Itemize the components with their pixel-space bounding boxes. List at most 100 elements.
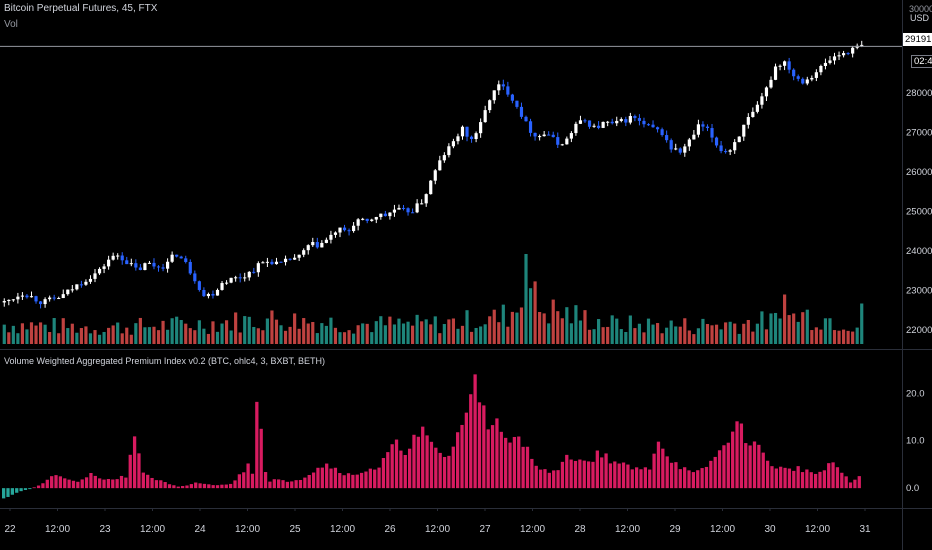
volume-bar xyxy=(678,326,682,344)
time-tick-label: 12:00 xyxy=(805,524,830,535)
volume-bar xyxy=(624,332,628,344)
volume-bar xyxy=(501,304,505,344)
volume-bar xyxy=(696,328,700,344)
volume-bar xyxy=(179,320,183,344)
candle-body xyxy=(665,135,669,141)
candle-body xyxy=(438,160,442,171)
volume-bar xyxy=(302,318,306,344)
candle-body xyxy=(29,296,34,298)
premium-bar xyxy=(460,424,464,489)
candle-body xyxy=(329,234,333,240)
candle-body xyxy=(447,146,451,156)
volume-bar xyxy=(84,326,88,344)
candle-body xyxy=(397,207,401,210)
candle-body xyxy=(746,117,750,125)
premium-bar xyxy=(329,468,333,489)
volume-bar xyxy=(823,318,828,344)
premium-bar xyxy=(320,467,324,489)
candle-body xyxy=(293,257,297,260)
candle-body xyxy=(483,110,487,123)
volume-bar xyxy=(352,333,356,344)
premium-bar xyxy=(818,471,822,489)
candle-body xyxy=(420,203,424,205)
volume-bar xyxy=(728,321,732,344)
candle-body xyxy=(57,298,61,300)
premium-bar xyxy=(661,448,665,489)
premium-bar xyxy=(630,469,634,489)
volume-bar xyxy=(66,328,70,344)
candle-body xyxy=(388,212,392,217)
premium-bar xyxy=(346,473,351,489)
candle-body xyxy=(97,268,102,274)
volume-bar xyxy=(438,333,442,344)
volume-bar xyxy=(202,328,206,344)
premium-bar xyxy=(831,462,835,489)
candle-body xyxy=(805,79,809,84)
premium-bar xyxy=(573,460,578,489)
candle-body xyxy=(742,124,746,137)
volume-bar xyxy=(170,318,174,344)
volume-bar xyxy=(392,324,397,344)
candle-body xyxy=(528,121,533,133)
premium-bar xyxy=(538,469,543,489)
time-tick-label: 24 xyxy=(194,524,206,535)
price-tick-label: 28000.0 xyxy=(906,88,932,99)
candle-body xyxy=(828,60,832,63)
candle-body xyxy=(193,273,197,282)
volume-bar xyxy=(125,327,129,344)
candle-body xyxy=(651,124,655,128)
premium-bar xyxy=(407,448,412,489)
volume-bar xyxy=(792,313,796,344)
premium-bar xyxy=(50,476,54,489)
premium-bar xyxy=(381,458,386,489)
premium-bar xyxy=(359,472,364,489)
candle-body xyxy=(211,293,215,296)
premium-bar xyxy=(403,454,407,489)
premium-bar xyxy=(229,483,233,489)
premium-bar xyxy=(783,467,787,489)
premium-bar xyxy=(752,441,757,489)
volume-bar xyxy=(166,329,170,344)
candle-body xyxy=(506,86,510,95)
time-tick-label: 12:00 xyxy=(235,524,260,535)
premium-bar xyxy=(739,423,744,489)
premium-bar xyxy=(813,473,818,489)
premium-bar xyxy=(364,471,368,489)
premium-bar xyxy=(106,478,111,489)
premium-bar xyxy=(10,488,15,495)
premium-bar xyxy=(163,482,167,489)
candle-body xyxy=(719,145,723,152)
premium-bar xyxy=(263,472,268,489)
volume-bar xyxy=(655,323,660,344)
time-tick-label: 26 xyxy=(384,524,396,535)
premium-bar xyxy=(442,456,447,489)
premium-bar xyxy=(547,472,551,489)
candle-body xyxy=(129,263,133,265)
candle-body xyxy=(642,120,646,125)
time-tick-label: 30 xyxy=(764,524,776,535)
candle-body xyxy=(565,138,569,145)
premium-bar xyxy=(220,484,224,489)
volume-bar xyxy=(737,333,741,344)
premium-bar xyxy=(787,468,792,489)
candle-body xyxy=(220,283,224,290)
premium-bar xyxy=(608,463,613,489)
volume-bar xyxy=(751,331,755,344)
candle-body xyxy=(34,296,38,302)
premium-bar xyxy=(600,457,604,489)
volume-bar xyxy=(574,305,578,344)
candle-body xyxy=(860,44,864,46)
premium-bar xyxy=(285,481,290,489)
premium-bar xyxy=(390,444,394,489)
premium-bar xyxy=(45,479,49,489)
candle-body xyxy=(810,77,814,80)
volume-bar xyxy=(111,325,115,344)
premium-bar xyxy=(713,456,717,489)
candle-body xyxy=(497,84,501,91)
time-tick-label: 25 xyxy=(289,524,301,535)
candle-body xyxy=(107,259,111,267)
premium-bar xyxy=(167,484,172,489)
premium-bar xyxy=(307,474,311,489)
volume-bar xyxy=(646,318,651,344)
